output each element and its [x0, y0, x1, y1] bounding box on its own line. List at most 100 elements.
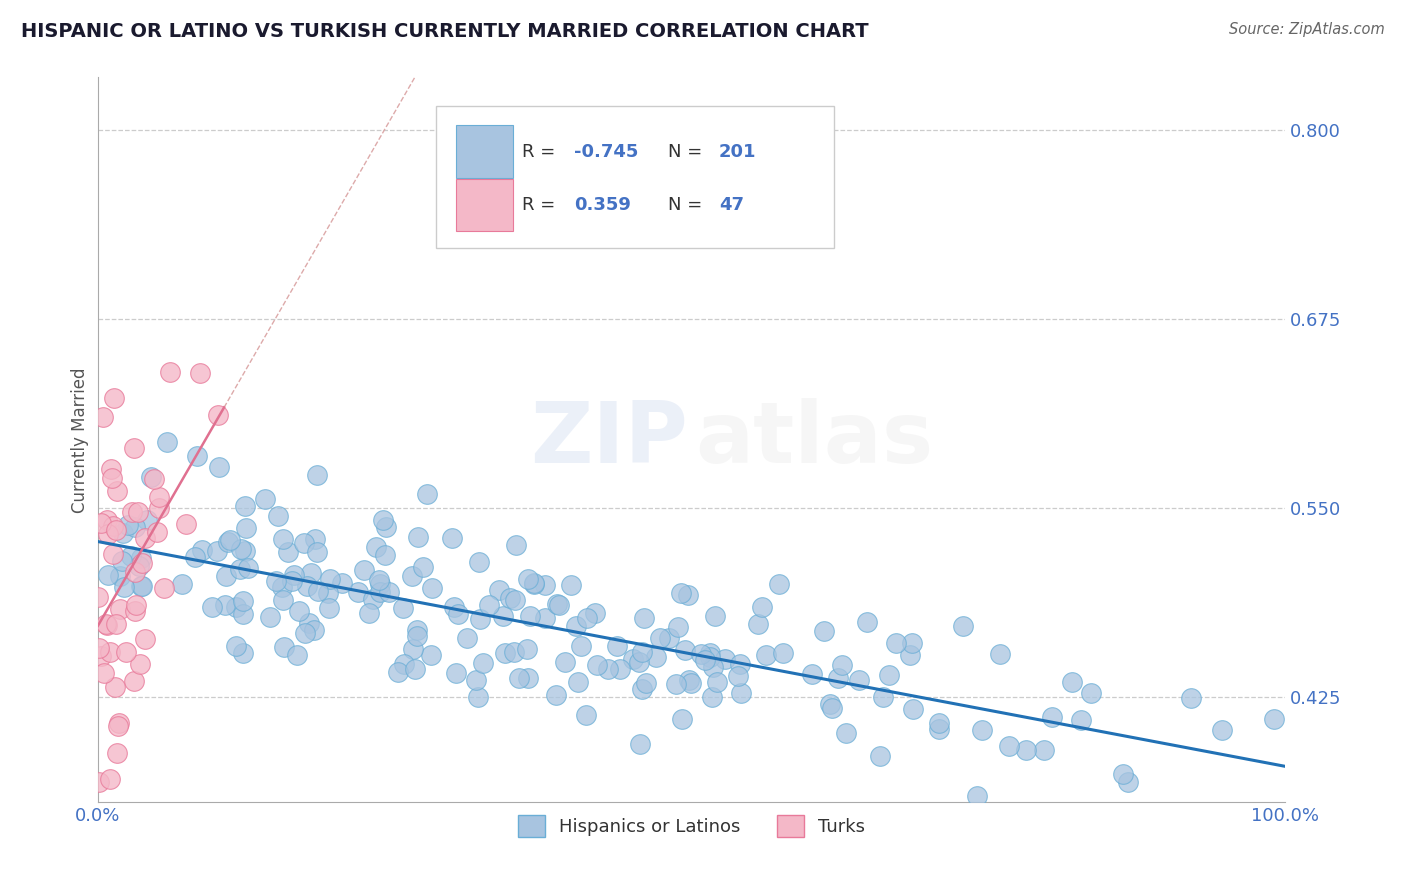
Point	[405, 623, 427, 637]
Point	[494, 646, 516, 660]
Point	[877, 667, 900, 681]
Point	[146, 524, 169, 539]
Point	[304, 532, 326, 546]
Point	[630, 681, 652, 696]
Point	[121, 506, 143, 520]
Point	[105, 617, 128, 632]
Point	[298, 616, 321, 631]
Point	[671, 712, 693, 726]
Point	[208, 460, 231, 475]
Text: Source: ZipAtlas.com: Source: ZipAtlas.com	[1229, 22, 1385, 37]
Text: HISPANIC OR LATINO VS TURKISH CURRENTLY MARRIED CORRELATION CHART: HISPANIC OR LATINO VS TURKISH CURRENTLY …	[21, 22, 869, 41]
Point	[283, 568, 305, 582]
Point	[131, 556, 153, 570]
Point	[271, 581, 294, 595]
Point	[225, 600, 247, 615]
Point	[188, 366, 211, 380]
Point	[235, 521, 257, 535]
Point	[560, 577, 582, 591]
Point	[468, 555, 491, 569]
Point	[534, 611, 557, 625]
Point	[127, 505, 149, 519]
Point	[100, 462, 122, 476]
Text: R =: R =	[522, 143, 561, 161]
Point	[271, 532, 294, 546]
Point	[124, 565, 146, 579]
Point	[364, 540, 387, 554]
Point	[928, 716, 950, 731]
Point	[319, 572, 342, 586]
Point	[170, 577, 193, 591]
Point	[89, 641, 111, 656]
Point	[516, 641, 538, 656]
FancyBboxPatch shape	[457, 178, 513, 231]
Point	[307, 468, 329, 483]
Point	[416, 487, 439, 501]
Point	[465, 673, 488, 688]
Point	[730, 686, 752, 700]
Point	[1015, 743, 1038, 757]
Point	[294, 625, 316, 640]
Point	[104, 681, 127, 695]
Point	[872, 690, 894, 704]
Point	[419, 648, 441, 662]
Point	[516, 572, 538, 586]
Point	[346, 585, 368, 599]
Point	[122, 441, 145, 455]
Point	[299, 566, 322, 580]
Point	[219, 533, 242, 547]
Point	[108, 715, 131, 730]
Point	[105, 484, 128, 499]
Point	[375, 520, 398, 534]
Point	[273, 592, 295, 607]
Point	[110, 602, 132, 616]
Point	[901, 702, 924, 716]
Point	[280, 574, 302, 588]
Point	[134, 632, 156, 647]
Point	[704, 609, 727, 624]
Point	[316, 586, 339, 600]
Point	[129, 579, 152, 593]
Point	[361, 591, 384, 606]
Point	[135, 513, 157, 527]
Text: N =: N =	[668, 143, 707, 161]
Point	[259, 610, 281, 624]
Point	[217, 535, 239, 549]
Point	[101, 471, 124, 485]
Point	[848, 673, 870, 688]
Point	[330, 575, 353, 590]
Point	[184, 550, 207, 565]
Point	[621, 652, 644, 666]
Point	[412, 559, 434, 574]
Point	[699, 646, 721, 660]
Point	[318, 601, 340, 615]
Point	[523, 577, 546, 591]
Point	[103, 547, 125, 561]
Point	[768, 577, 790, 591]
Point	[401, 569, 423, 583]
Point	[374, 548, 396, 562]
Point	[373, 513, 395, 527]
Point	[105, 746, 128, 760]
Point	[422, 581, 444, 595]
Point	[583, 606, 606, 620]
Point	[406, 630, 429, 644]
Point	[503, 592, 526, 607]
Point	[128, 657, 150, 671]
Point	[368, 585, 391, 599]
Point	[129, 551, 152, 566]
Point	[516, 671, 538, 685]
Point	[970, 723, 993, 737]
Point	[755, 648, 778, 662]
Point	[681, 676, 703, 690]
Text: 47: 47	[718, 196, 744, 214]
Point	[831, 657, 853, 672]
Point	[124, 520, 146, 534]
Point	[112, 580, 135, 594]
Point	[676, 588, 699, 602]
Point	[554, 655, 576, 669]
Point	[96, 618, 118, 632]
Point	[87, 775, 110, 789]
Point	[586, 658, 609, 673]
Point	[548, 598, 571, 612]
